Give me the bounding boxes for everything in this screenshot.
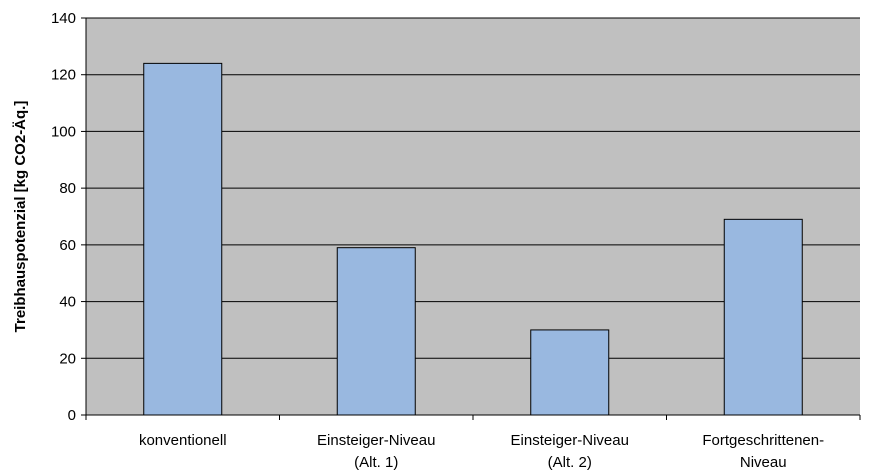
- y-tick-label: 60: [59, 237, 76, 254]
- bar: [336, 247, 416, 416]
- x-category-labels: konventionell Einsteiger-Niveau (Alt. 1) Ei…: [139, 432, 824, 471]
- y-tick-label: 40: [59, 294, 76, 311]
- y-tick-labels: 0 20 40 60 80 100 120 140: [51, 10, 76, 424]
- y-tick-label: 100: [51, 123, 76, 140]
- x-category-label: Einsteiger-Niveau (Alt. 1): [317, 432, 435, 471]
- x-category-label: Einsteiger-Niveau (Alt. 2): [511, 432, 629, 471]
- x-category-label: konventionell: [139, 432, 227, 449]
- bar: [530, 329, 610, 416]
- y-tick-label: 20: [59, 350, 76, 367]
- y-tick-label: 140: [51, 10, 76, 27]
- bar: [143, 62, 223, 416]
- axes: [81, 17, 861, 420]
- x-category-label: Fortgeschrittenen-Niveau: [702, 432, 824, 471]
- y-tick-label: 80: [59, 180, 76, 197]
- y-tick-label: 0: [68, 407, 76, 424]
- bar: [723, 218, 803, 416]
- y-axis-title: Treibhauspotenzial [kg CO2-Äq.]: [12, 101, 29, 333]
- y-tick-label: 120: [51, 67, 76, 84]
